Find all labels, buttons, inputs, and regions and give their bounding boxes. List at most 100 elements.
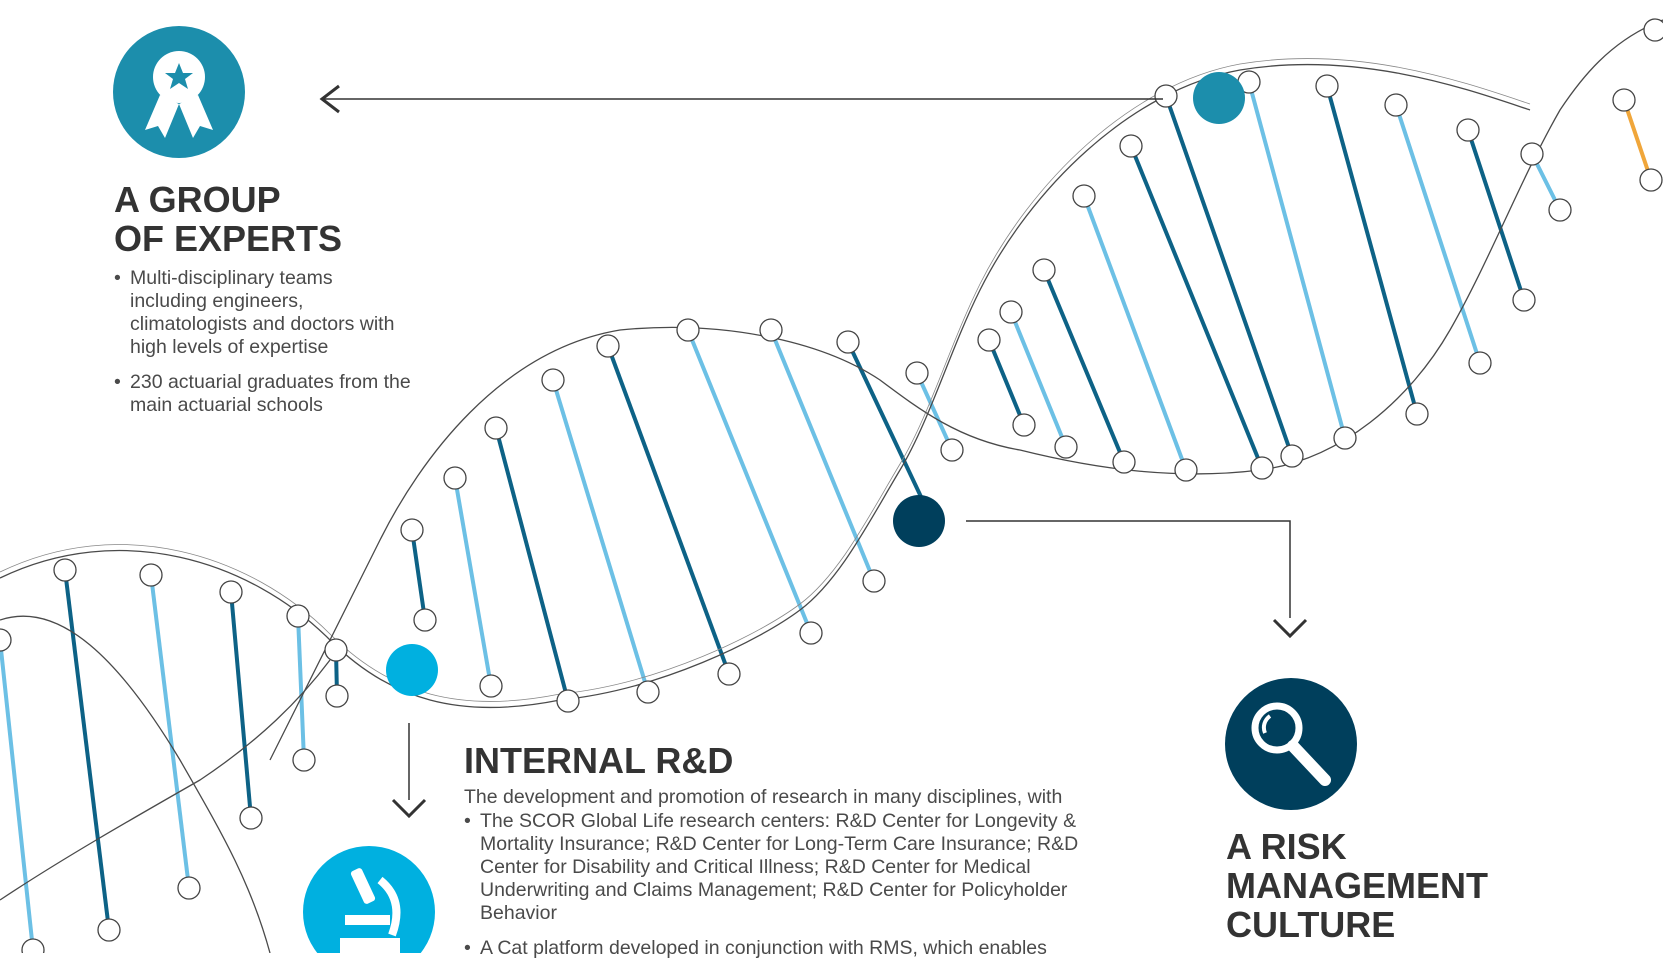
helix-node (1643, 18, 1663, 42)
helix-rung (1009, 311, 1068, 448)
connector-rnd (391, 723, 427, 819)
award-ribbon-icon (113, 26, 245, 158)
helix-strand-outer-2 (0, 58, 1531, 702)
helix-nodes (0, 18, 1663, 953)
helix-node (484, 416, 508, 440)
rnd-title: INTERNAL R&D (464, 740, 734, 781)
helix-node (1315, 74, 1339, 98)
helix-node (1612, 88, 1636, 112)
helix-rung (63, 569, 111, 931)
helix-node (1072, 184, 1096, 208)
helix-rung (410, 529, 427, 621)
helix-node (0, 628, 12, 652)
helix-rung (551, 379, 650, 693)
helix-rung (0, 639, 35, 951)
helix-node (1520, 142, 1544, 166)
helix-node (541, 368, 565, 392)
helix-rung (494, 427, 570, 702)
helix-node (1333, 426, 1357, 450)
helix-node (636, 680, 660, 704)
microscope-icon (303, 846, 435, 953)
helix-node (1468, 351, 1492, 375)
helix-node (1174, 458, 1198, 482)
helix-node (1456, 118, 1480, 142)
connector-risk (966, 520, 1308, 639)
highlight-dot-rnd (386, 644, 438, 696)
helix-strand-inner-2 (269, 19, 1663, 761)
helix-node (759, 318, 783, 342)
helix-node (977, 328, 1001, 352)
helix-node (239, 806, 263, 830)
helix-node (1548, 198, 1572, 222)
helix-rung (915, 372, 954, 451)
helix-strand-inner (0, 615, 271, 953)
helix-rung (1164, 95, 1294, 457)
helix-rung (1082, 195, 1188, 471)
helix-node (479, 674, 503, 698)
helix-node (799, 621, 823, 645)
helix-node (717, 662, 741, 686)
helix-node (1154, 84, 1178, 108)
helix-rung (769, 329, 876, 582)
helix-node (97, 918, 121, 942)
helix-rung-accent (1622, 99, 1653, 181)
rnd-intro: The development and promotion of researc… (464, 786, 1063, 808)
helix-node (1012, 413, 1036, 437)
helix-node (1054, 435, 1078, 459)
magnifying-glass-icon (1225, 678, 1357, 810)
highlight-dot-experts (1193, 72, 1245, 124)
helix-node (1405, 402, 1429, 426)
helix-node (1250, 456, 1274, 480)
helix-node (400, 518, 424, 542)
experts-bullet-list: Multi-disciplinary teams including engin… (114, 267, 414, 429)
helix-node (1384, 93, 1408, 117)
helix-node (905, 361, 929, 385)
helix-node (1280, 444, 1304, 468)
helix-strand-left-lower (0, 659, 331, 901)
helix-node (177, 876, 201, 900)
helix-rung (846, 341, 933, 519)
helix-node (596, 334, 620, 358)
helix-node (999, 300, 1023, 324)
helix-rung (453, 477, 493, 687)
risk-title: A RISK MANAGEMENT CULTURE (1226, 826, 1488, 945)
helix-rung (149, 574, 191, 889)
helix-rung (1129, 145, 1264, 469)
helix-node (21, 938, 45, 953)
helix-node (324, 638, 348, 662)
helix-node (556, 689, 580, 713)
helix-node (836, 330, 860, 354)
helix-node (219, 580, 243, 604)
helix-rung (1042, 269, 1126, 463)
helix-node (53, 558, 77, 582)
helix-node (1639, 168, 1663, 192)
helix-node (286, 604, 310, 628)
helix-rung (1247, 81, 1347, 439)
helix-node (1512, 288, 1536, 312)
helix-node (443, 466, 467, 490)
helix-rung (1325, 85, 1419, 415)
experts-bullet: Multi-disciplinary teams including engin… (114, 267, 414, 359)
helix-node (862, 569, 886, 593)
helix-node (413, 608, 437, 632)
helix-node (676, 318, 700, 342)
helix-rung (1394, 104, 1482, 364)
helix-rung (229, 591, 253, 819)
helix-node (292, 748, 316, 772)
helix-rung (987, 339, 1026, 426)
highlight-dot-risk (893, 495, 945, 547)
helix-rung (686, 329, 813, 634)
helix-rung (296, 615, 306, 761)
helix-rung (1466, 129, 1526, 301)
helix-node (1119, 134, 1143, 158)
helix-node (940, 438, 964, 462)
rnd-bullet-list: The SCOR Global Life research centers: R… (464, 810, 1104, 972)
connector-experts (319, 84, 1163, 114)
helix-node (139, 563, 163, 587)
experts-bullet: 230 actuarial graduates from the main ac… (114, 371, 414, 417)
rnd-bullet: A Cat platform developed in conjunction … (464, 937, 1104, 960)
helix-node (1112, 450, 1136, 474)
rnd-bullet: The SCOR Global Life research centers: R… (464, 810, 1104, 925)
helix-rung (606, 345, 731, 675)
